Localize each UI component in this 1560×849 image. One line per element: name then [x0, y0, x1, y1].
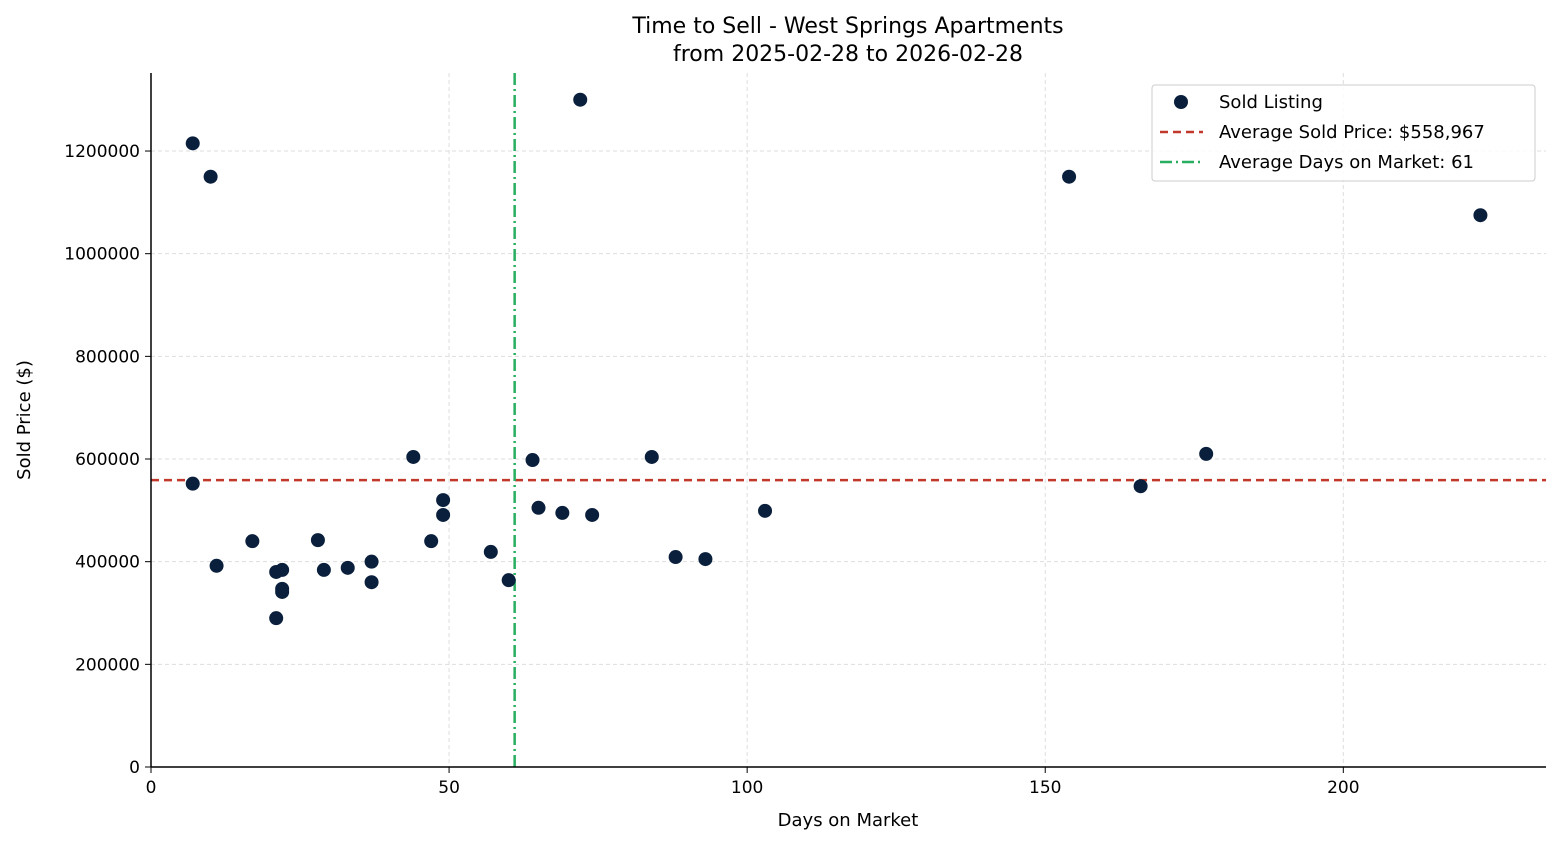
x-tick-label: 0 — [146, 778, 157, 798]
legend-box — [1151, 84, 1536, 182]
data-point — [1133, 479, 1148, 494]
data-point — [275, 562, 290, 577]
data-point — [245, 534, 260, 549]
data-point — [1473, 208, 1488, 223]
data-point — [531, 500, 546, 515]
data-point — [185, 476, 200, 491]
legend-label-sold-listing: Sold Listing — [1219, 92, 1323, 113]
y-tick-label: 1000000 — [64, 245, 140, 265]
data-point — [364, 554, 379, 569]
data-point — [185, 136, 200, 151]
data-point — [436, 507, 451, 522]
data-points — [185, 92, 1488, 626]
data-point — [573, 92, 588, 107]
data-point — [698, 552, 713, 567]
chart-title: Time to Sell - West Springs Apartments — [631, 14, 1063, 39]
data-point — [525, 453, 540, 468]
data-point — [203, 169, 218, 184]
data-point — [316, 562, 331, 577]
y-tick-label: 1200000 — [64, 142, 140, 162]
y-tick-label: 200000 — [75, 655, 140, 675]
legend-label-avg-days: Average Days on Market: 61 — [1219, 152, 1474, 173]
data-point — [483, 544, 498, 559]
data-point — [1199, 446, 1214, 461]
data-point — [758, 503, 773, 518]
data-point — [501, 573, 516, 588]
x-tick-label: 200 — [1327, 778, 1359, 798]
x-tick-label: 150 — [1029, 778, 1061, 798]
data-point — [555, 505, 570, 520]
y-axis-label: Sold Price ($) — [14, 360, 35, 480]
data-point — [436, 493, 451, 508]
y-tick-label: 0 — [129, 758, 140, 778]
y-tick-label: 800000 — [75, 347, 140, 367]
legend: Sold Listing Average Sold Price: $558,96… — [1151, 84, 1536, 182]
data-point — [585, 507, 600, 522]
data-point — [340, 560, 355, 575]
data-point — [275, 584, 290, 599]
data-point — [310, 533, 325, 548]
legend-label-avg-price: Average Sold Price: $558,967 — [1219, 122, 1485, 143]
data-point — [269, 611, 284, 626]
data-point — [644, 449, 659, 464]
y-tick-label: 400000 — [75, 553, 140, 573]
chart-subtitle: from 2025-02-28 to 2026-02-28 — [673, 42, 1023, 67]
data-point — [406, 449, 421, 464]
x-tick-label: 50 — [438, 778, 460, 798]
x-tick-label: 100 — [731, 778, 763, 798]
data-point — [424, 534, 439, 549]
data-point — [1062, 169, 1077, 184]
data-point — [364, 575, 379, 590]
y-tick-label: 600000 — [75, 450, 140, 470]
x-axis-label: Days on Market — [778, 810, 919, 831]
reference-lines — [151, 73, 1546, 767]
axes: 0 50 100 150 200 0 200000 400000 600000 800000 100… — [64, 73, 1546, 798]
data-point — [209, 558, 224, 573]
legend-marker-sold-listing — [1174, 95, 1188, 109]
data-point — [668, 550, 683, 565]
